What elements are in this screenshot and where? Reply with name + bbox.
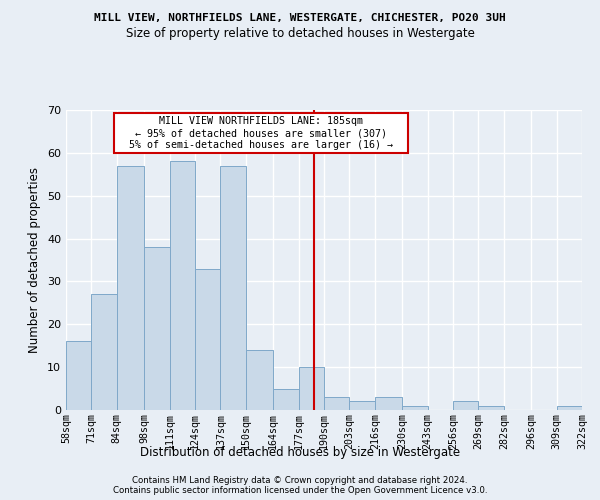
Text: MILL VIEW NORTHFIELDS LANE: 185sqm  
  ← 95% of detached houses are smaller (307: MILL VIEW NORTHFIELDS LANE: 185sqm ← 95%…	[118, 116, 406, 150]
Bar	[144, 247, 170, 410]
Bar	[66, 342, 91, 410]
Bar	[324, 397, 349, 410]
Bar	[557, 406, 582, 410]
Text: Distribution of detached houses by size in Westergate: Distribution of detached houses by size …	[140, 446, 460, 459]
Bar	[402, 406, 428, 410]
Bar	[91, 294, 117, 410]
Bar	[195, 268, 220, 410]
Text: Contains public sector information licensed under the Open Government Licence v3: Contains public sector information licen…	[113, 486, 487, 495]
Bar	[220, 166, 246, 410]
Bar	[273, 388, 299, 410]
Bar	[375, 397, 402, 410]
Bar	[246, 350, 273, 410]
Bar	[478, 406, 504, 410]
Text: Size of property relative to detached houses in Westergate: Size of property relative to detached ho…	[125, 28, 475, 40]
Bar	[299, 367, 324, 410]
Text: Contains HM Land Registry data © Crown copyright and database right 2024.: Contains HM Land Registry data © Crown c…	[132, 476, 468, 485]
Bar	[453, 402, 478, 410]
Bar	[170, 162, 195, 410]
Y-axis label: Number of detached properties: Number of detached properties	[28, 167, 41, 353]
Bar	[117, 166, 144, 410]
Bar	[349, 402, 375, 410]
Text: MILL VIEW, NORTHFIELDS LANE, WESTERGATE, CHICHESTER, PO20 3UH: MILL VIEW, NORTHFIELDS LANE, WESTERGATE,…	[94, 12, 506, 22]
